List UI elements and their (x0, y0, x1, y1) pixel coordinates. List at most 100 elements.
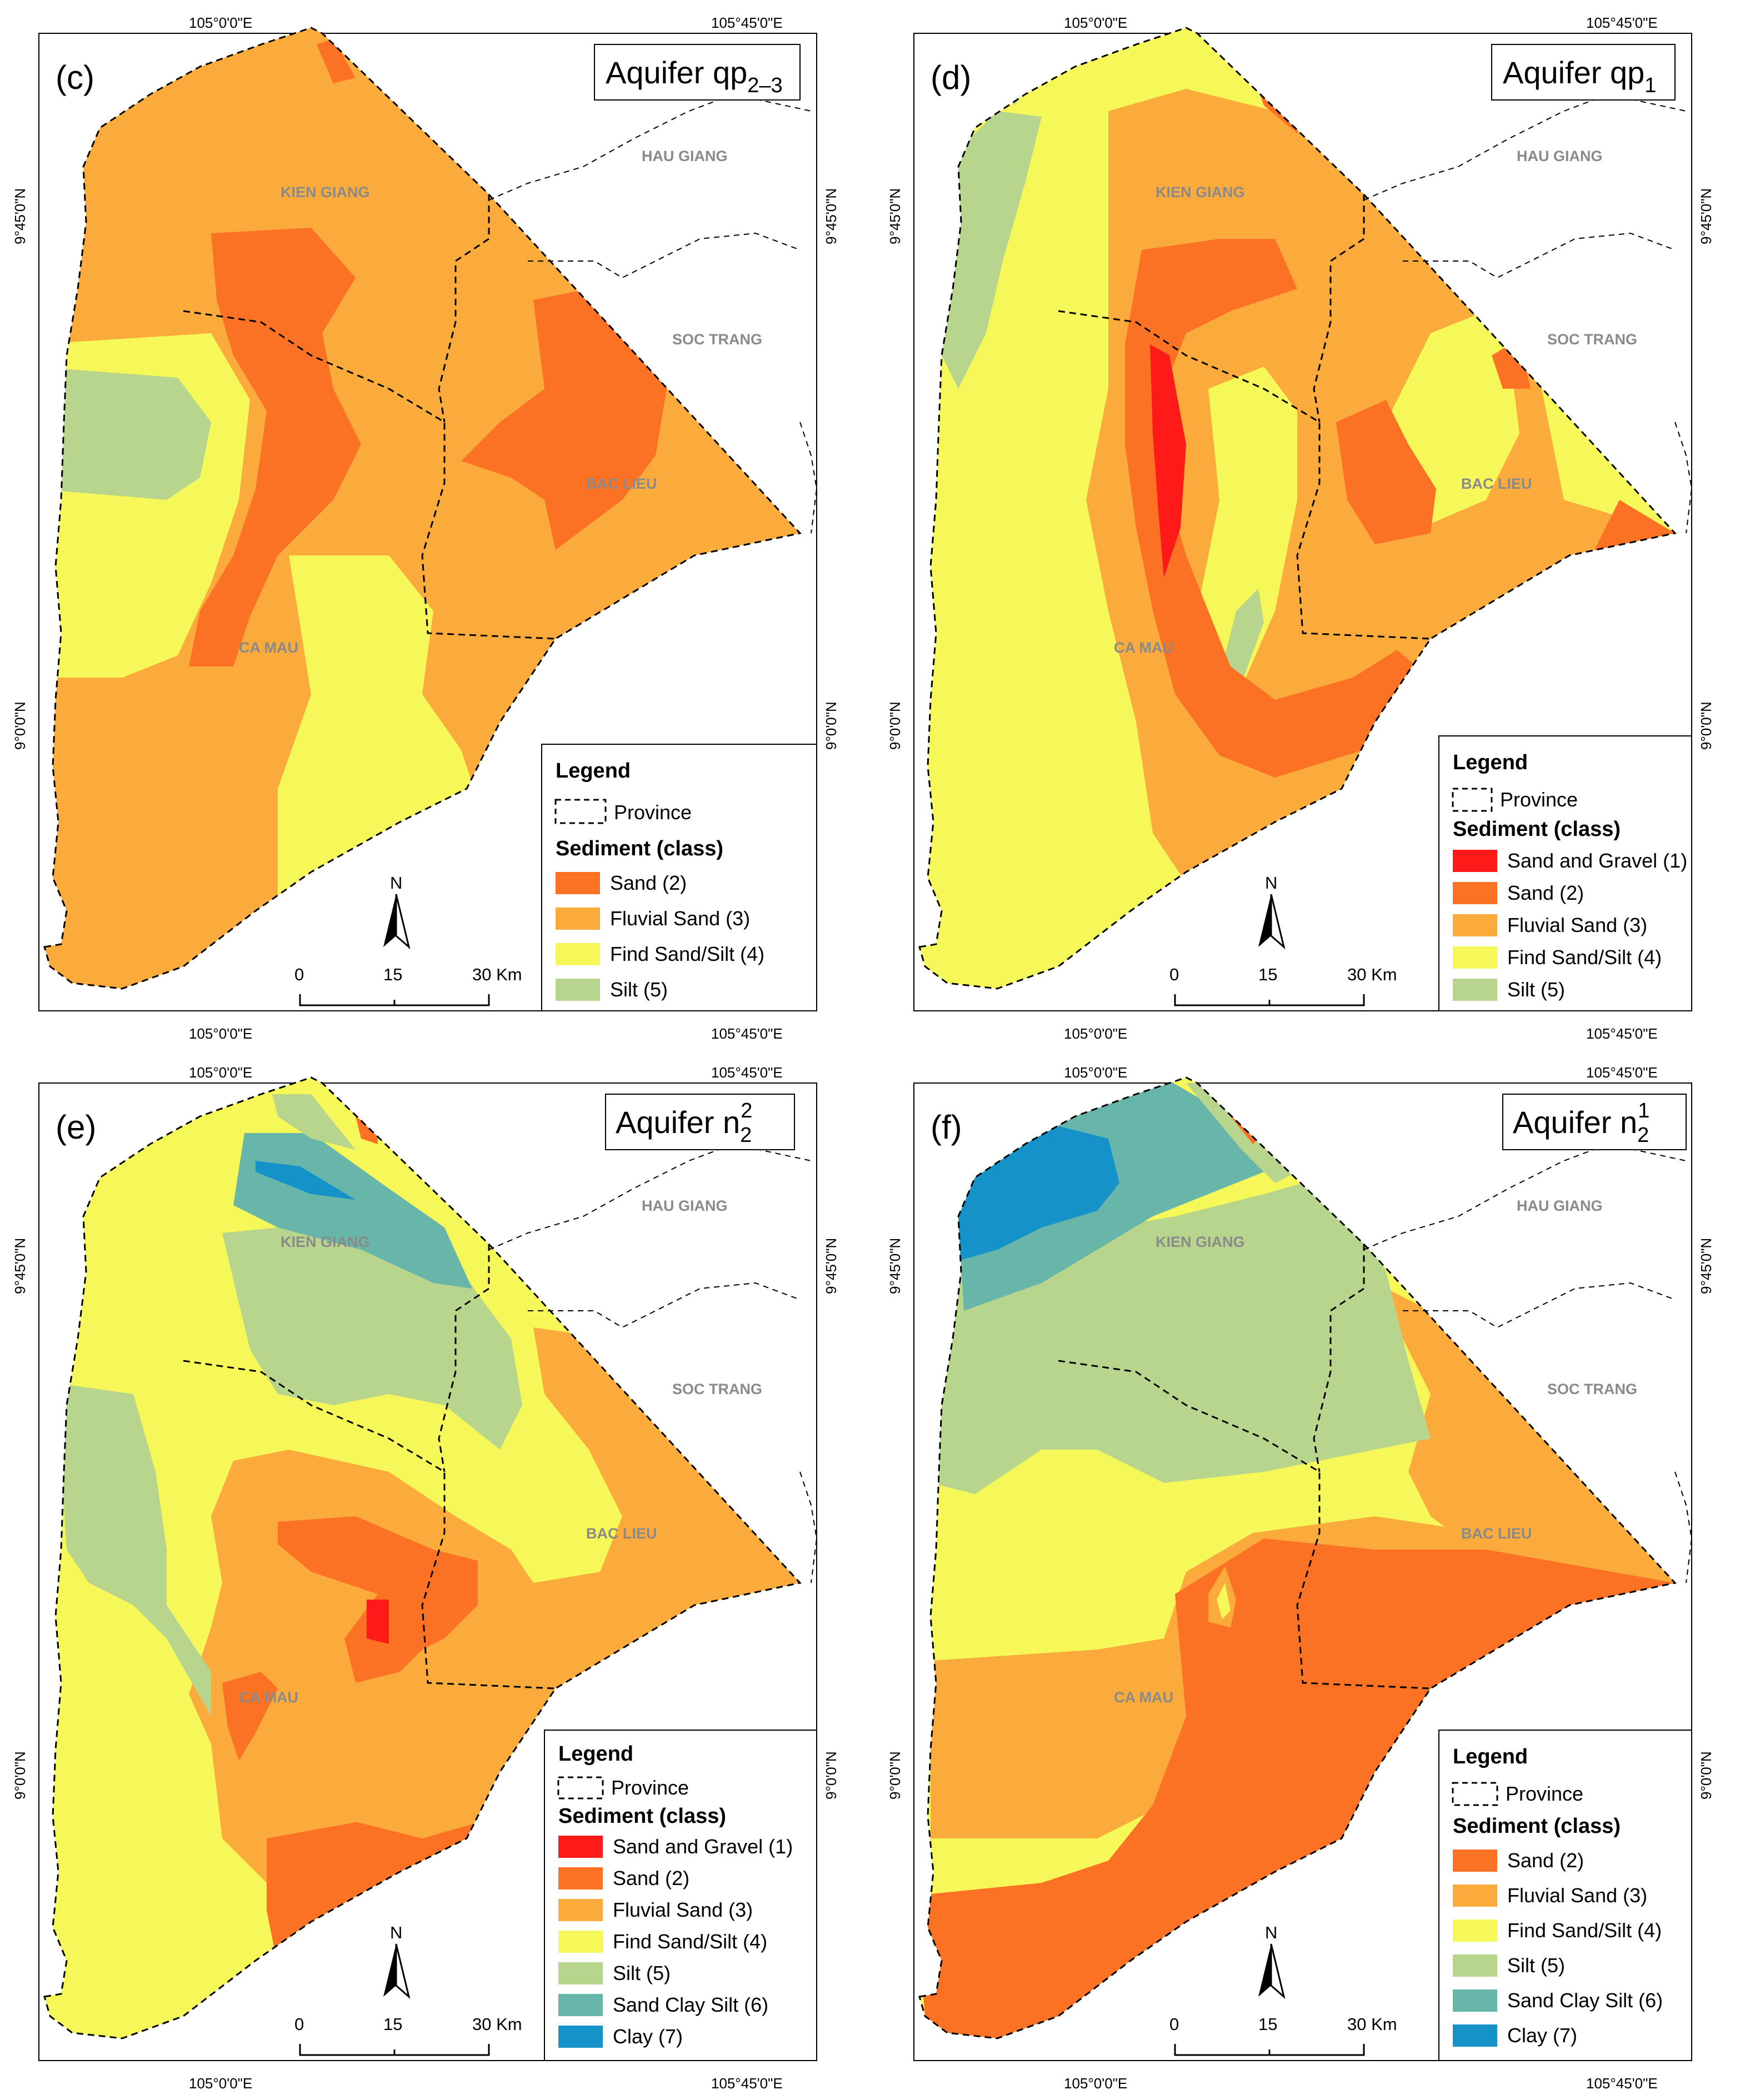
panel-title: Aquifer qp2–3 (606, 55, 783, 97)
zone-sand (1592, 500, 1675, 555)
map-frame (38, 1082, 817, 2061)
svg-text:0: 0 (1169, 965, 1179, 984)
label-ca-mau: CA MAU (1114, 639, 1173, 656)
legend-item-label: Sand (2) (1507, 881, 1584, 904)
province-boundary (1313, 194, 1365, 423)
zone-sand (317, 39, 356, 83)
zone-silt (56, 1383, 211, 1716)
panel-label: (e) (56, 1109, 96, 1146)
legend-item-label: Sand Clay Silt (6) (1507, 1989, 1663, 2012)
legend-item-label: Sand and Gravel (1) (613, 1835, 793, 1858)
legend: Legend Province Sediment (class) Sand (2… (541, 744, 817, 1011)
legend-swatch (1453, 1850, 1497, 1872)
scale-bar: 0 15 30 Km (1169, 2014, 1397, 2056)
north-arrow: N (383, 873, 411, 950)
province-boundary-outside (1674, 422, 1693, 534)
svg-text:Province: Province (614, 801, 692, 824)
legend-item-label: Silt (5) (610, 978, 668, 1001)
svg-text:Sediment (class): Sediment (class) (556, 837, 723, 860)
svg-text:30 Km: 30 Km (472, 2014, 522, 2034)
coord-lat-lower-left: 9°0'0"N (887, 1751, 903, 1800)
legend-swatch (558, 1931, 603, 1953)
province-outline (918, 27, 1677, 990)
zone-sand (1125, 239, 1442, 778)
coord-top-right: 105°45'0"E (1586, 14, 1658, 31)
legend-item-label: Find Sand/Silt (4) (613, 1930, 767, 1953)
map-panel-f: 105°0'0"E 105°45'0"E 105°0'0"E 105°45'0"… (875, 1050, 1750, 2099)
legend: Legend Province Sediment (class) Sand (2… (1438, 1730, 1692, 2061)
svg-text:Province: Province (1506, 1782, 1583, 1805)
coord-lat-upper-right: 9°45'0"N (1698, 188, 1714, 244)
coord-lat-lower-left: 9°0'0"N (12, 1751, 28, 1800)
legend-item-label: Clay (7) (1507, 2024, 1577, 2047)
coord-lat-lower-right: 9°0'0"N (823, 701, 839, 750)
panel-title: Aquifer n21 (1513, 1099, 1649, 1147)
legend-item-label: Fluvial Sand (3) (1507, 1884, 1647, 1907)
scale-bar: 0 15 30 Km (1169, 965, 1397, 1006)
panel-label: (d) (931, 59, 971, 96)
svg-text:N: N (390, 1923, 402, 1942)
svg-text:0: 0 (1169, 2014, 1179, 2034)
svg-text:N: N (1265, 1923, 1277, 1942)
svg-text:N: N (1265, 873, 1277, 893)
legend-swatch (1453, 2024, 1497, 2047)
zone-clay (256, 1161, 356, 1200)
label-ca-mau: CA MAU (239, 1689, 298, 1706)
legend-swatch (1453, 979, 1497, 1001)
map-panel-d: 105°0'0"E 105°45'0"E 105°0'0"E 105°45'0"… (875, 0, 1750, 1050)
province-boundary-outside (799, 1471, 818, 1583)
legend: Legend Province Sediment (class) Sand an… (1438, 735, 1692, 1011)
legend-swatch (1453, 1989, 1497, 2012)
panel-label: (f) (931, 1109, 962, 1146)
label-bac-lieu: BAC LIEU (586, 1525, 657, 1542)
legend-swatch (1453, 914, 1497, 936)
coord-top-left: 105°0'0"E (1064, 14, 1127, 31)
legend-swatch (558, 2026, 603, 2048)
svg-text:Legend: Legend (558, 1742, 633, 1766)
province-boundary-outside (528, 1282, 801, 1329)
north-arrow: N (383, 1923, 411, 1999)
coord-top-right: 105°45'0"E (1586, 1064, 1658, 1081)
label-kien-giang: KIEN GIANG (281, 1234, 370, 1250)
coord-bottom-right: 105°45'0"E (711, 1025, 783, 1042)
coord-bottom-right: 105°45'0"E (1586, 2075, 1658, 2092)
legend-item-label: Clay (7) (613, 2025, 683, 2048)
province-outline (43, 1076, 802, 2039)
province-boundary (438, 1244, 490, 1472)
legend-swatch (556, 943, 600, 965)
province-boundary-outside (1403, 1282, 1676, 1329)
svg-text:0: 0 (294, 2014, 304, 2034)
legend-swatch (558, 1899, 603, 1921)
svg-text:0: 0 (294, 965, 304, 984)
zone-sand (919, 1538, 1675, 2038)
zone-fluvial-sand (267, 1688, 556, 1838)
coord-bottom-right: 105°45'0"E (711, 2075, 783, 2092)
province-boundary (1313, 1244, 1365, 1472)
title-box (1502, 1094, 1687, 1150)
label-hau-giang: HAU GIANG (1517, 148, 1603, 164)
province-boundary-outside (488, 1143, 812, 1250)
svg-text:Province: Province (611, 1776, 689, 1799)
panel-label: (c) (56, 59, 94, 96)
coord-lat-lower-right: 9°0'0"N (823, 1751, 839, 1800)
legend-item-label: Fluvial Sand (3) (610, 907, 750, 930)
coord-lat-lower-left: 9°0'0"N (887, 701, 903, 750)
legend-item-label: Find Sand/Silt (4) (1507, 1919, 1662, 1942)
label-hau-giang: HAU GIANG (642, 1197, 728, 1214)
legend-item-label: Sand and Gravel (1) (1507, 849, 1687, 872)
svg-text:N: N (390, 873, 402, 893)
coord-lat-upper-right: 9°45'0"N (823, 1238, 839, 1294)
zone-sand-gravel (367, 1600, 389, 1644)
north-arrow: N (1258, 1923, 1286, 1999)
svg-text:15: 15 (383, 2014, 402, 2034)
legend-swatch (556, 979, 600, 1001)
panel-title: Aquifer qp1 (1503, 55, 1656, 97)
coord-bottom-left: 105°0'0"E (189, 2075, 252, 2092)
label-kien-giang: KIEN GIANG (1156, 1234, 1245, 1250)
legend-swatch (1453, 946, 1497, 969)
zone-silt (942, 111, 1042, 389)
legend-item-label: Find Sand/Silt (4) (1507, 946, 1662, 969)
label-soc-trang: SOC TRANG (1547, 1381, 1637, 1397)
svg-text:Legend: Legend (556, 759, 631, 783)
label-ca-mau: CA MAU (1114, 1689, 1173, 1706)
